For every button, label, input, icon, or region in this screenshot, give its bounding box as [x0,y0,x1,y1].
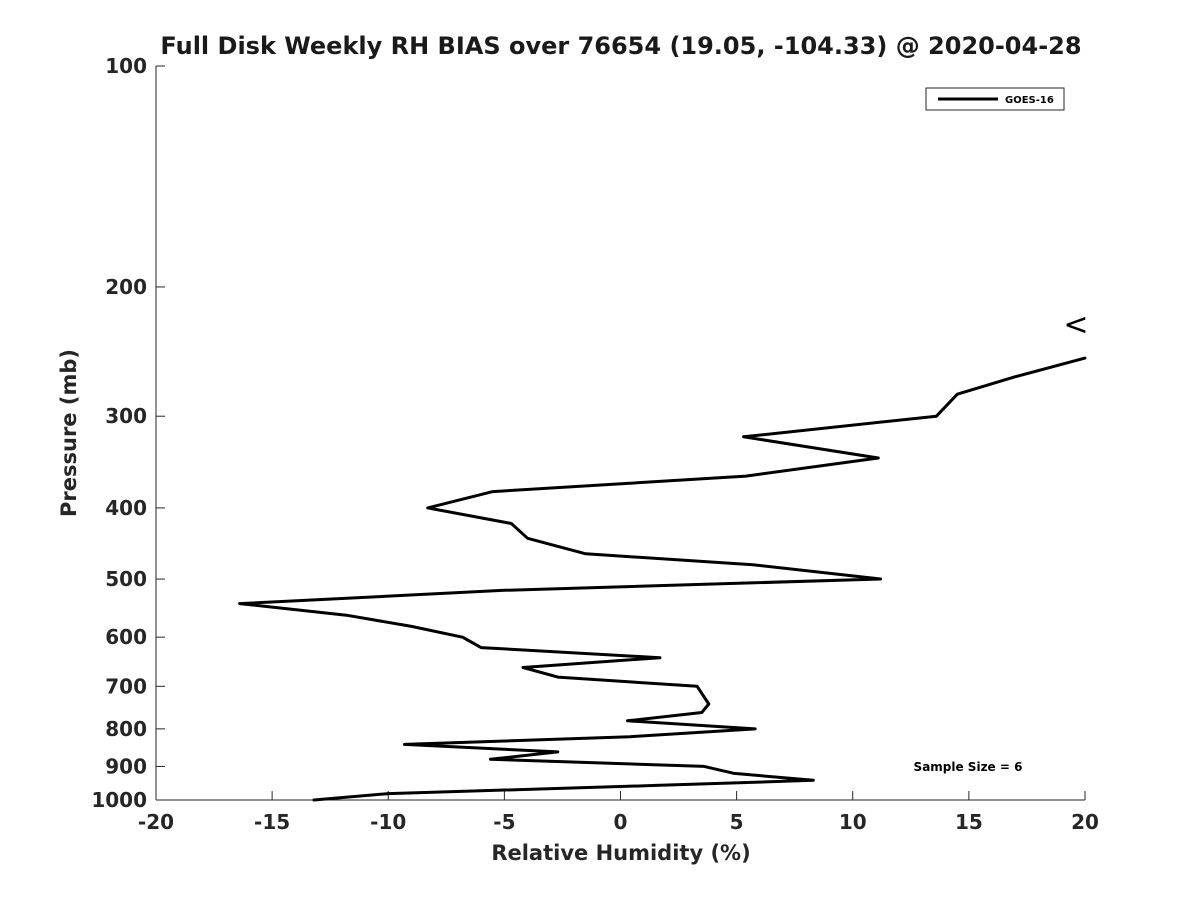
chart-title: Full Disk Weekly RH BIAS over 76654 (19.… [160,32,1081,60]
y-tick-label: 800 [105,717,147,741]
x-tick-label: 5 [730,810,744,834]
x-tick-label: 0 [614,810,628,834]
y-tick-label: 100 [105,54,147,78]
sample-size-annotation: Sample Size = 6 [914,760,1023,774]
series-line-goes-16 [238,356,1087,802]
y-tick-label: 700 [105,674,147,698]
y-ticks: 100 200 300 400 500 600 700 800 900 1000 [91,54,165,812]
x-ticks: -20 -15 -10 -5 0 5 10 15 20 [138,791,1099,834]
series-layer [238,356,1087,802]
y-tick-label: 1000 [91,788,147,812]
x-tick-label: 20 [1071,810,1099,834]
axes [155,66,1085,801]
y-tick-label: 200 [105,275,147,299]
legend-label-goes-16: GOES-16 [1005,95,1054,106]
y-tick-label: 500 [105,567,147,591]
x-tick-label: -15 [254,810,290,834]
y-tick-label: 300 [105,404,147,428]
overflow-marker: < [1063,308,1088,343]
x-tick-label: -5 [493,810,515,834]
y-tick-label: 600 [105,625,147,649]
y-axis-label: Pressure (mb) [57,349,81,517]
y-tick-label: 900 [105,754,147,778]
x-axis-label: Relative Humidity (%) [491,841,750,865]
legend: GOES-16 [925,87,1065,111]
x-tick-label: 15 [955,810,983,834]
x-tick-label: 10 [839,810,867,834]
y-tick-label: 400 [105,496,147,520]
x-tick-label: -20 [138,810,174,834]
x-tick-label: -10 [370,810,406,834]
